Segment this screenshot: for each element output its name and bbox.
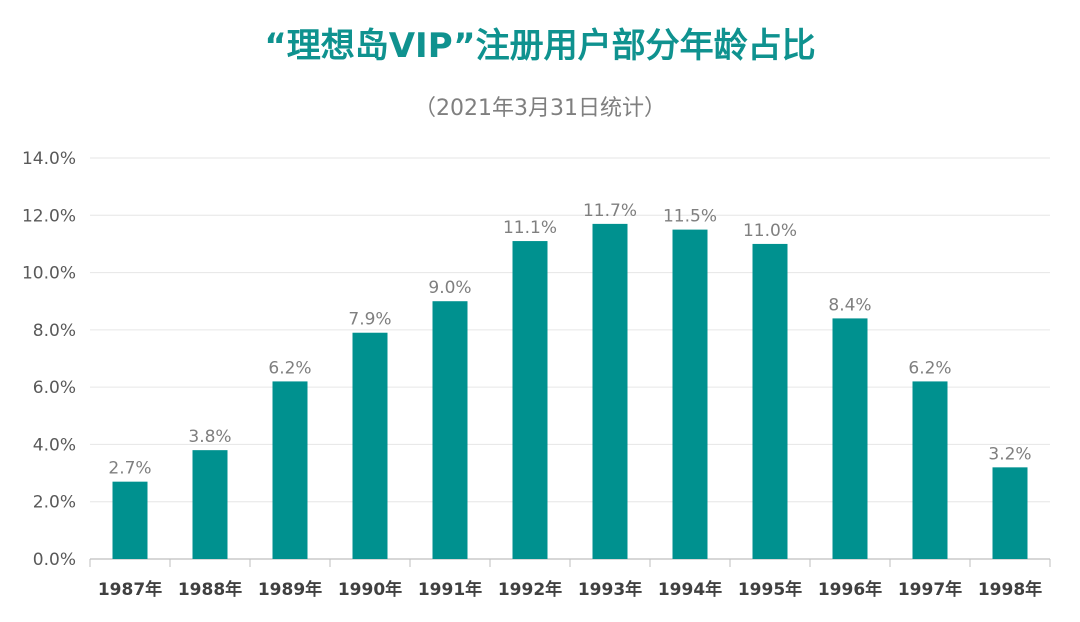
data-label: 6.2% xyxy=(268,358,311,378)
data-label: 6.2% xyxy=(908,358,951,378)
y-tick-label: 14.0% xyxy=(22,149,76,169)
bar-1997年 xyxy=(912,381,948,559)
y-tick-label: 6.0% xyxy=(33,378,76,398)
data-label: 11.0% xyxy=(743,221,797,241)
x-tick-label: 1992年 xyxy=(498,579,562,600)
data-label: 3.2% xyxy=(988,444,1031,464)
y-tick-label: 12.0% xyxy=(22,206,76,226)
bar-1998年 xyxy=(992,467,1028,559)
y-tick-label: 4.0% xyxy=(33,435,76,455)
chart-title: “理想岛VIP”注册用户部分年龄占比 xyxy=(264,26,816,66)
x-tick-label: 1997年 xyxy=(898,579,962,600)
bar-1987年 xyxy=(112,481,148,559)
data-label: 9.0% xyxy=(428,278,471,298)
data-label: 11.1% xyxy=(503,218,557,238)
x-tick-label: 1991年 xyxy=(418,579,482,600)
x-tick-label: 1990年 xyxy=(338,579,402,600)
x-tick-label: 1994年 xyxy=(658,579,722,600)
bar-1988年 xyxy=(192,450,228,559)
x-tick-label: 1996年 xyxy=(818,579,882,600)
bar-1991年 xyxy=(432,301,468,559)
data-label: 7.9% xyxy=(348,310,391,330)
data-label: 3.8% xyxy=(188,427,231,447)
data-label: 11.5% xyxy=(663,207,717,227)
data-label: 8.4% xyxy=(828,295,871,315)
bar-1994年 xyxy=(672,229,708,559)
data-label: 11.7% xyxy=(583,201,637,221)
x-tick-label: 1987年 xyxy=(98,579,162,600)
bar-1989年 xyxy=(272,381,308,559)
bar-1993年 xyxy=(592,223,628,559)
x-tick-label: 1993年 xyxy=(578,579,642,600)
y-tick-label: 0.0% xyxy=(33,550,76,570)
y-tick-label: 8.0% xyxy=(33,321,76,341)
x-tick-label: 1995年 xyxy=(738,579,802,600)
chart-subtitle: （2021年3月31日统计） xyxy=(414,96,666,121)
data-label: 2.7% xyxy=(108,459,151,479)
y-tick-label: 2.0% xyxy=(33,493,76,513)
y-tick-label: 10.0% xyxy=(22,264,76,284)
bar-1992年 xyxy=(512,241,548,560)
x-tick-label: 1988年 xyxy=(178,579,242,600)
bar-1995年 xyxy=(752,243,788,559)
bar-1990年 xyxy=(352,332,388,559)
bar-1996年 xyxy=(832,318,868,559)
x-tick-label: 1989年 xyxy=(258,579,322,600)
x-tick-label: 1998年 xyxy=(978,579,1042,600)
